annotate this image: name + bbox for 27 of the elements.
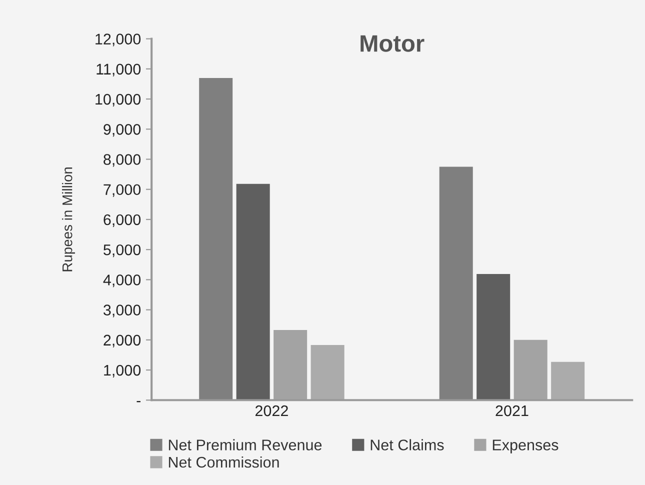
y-tick-label: - (136, 401, 140, 402)
y-tick-label: 4,000 (103, 274, 141, 288)
y-tick-label: 1,000 (104, 364, 141, 378)
y-tick-label: 8,000 (104, 154, 141, 167)
bar (476, 274, 510, 400)
y-axis-title: Rupees in Million (62, 167, 75, 272)
y-tick-label: 10,000 (96, 94, 141, 107)
y-tick-label: 9,000 (104, 124, 141, 137)
bar (310, 345, 344, 400)
y-tick-label: 2,000 (104, 334, 141, 348)
bar (551, 362, 585, 400)
x-tick-label: 2021 (496, 405, 528, 416)
legend-label: Net Claims (370, 439, 444, 450)
x-tick-label: 2022 (255, 405, 288, 416)
y-tick-label: 6,000 (104, 214, 141, 227)
y-tick-label: 3,000 (104, 304, 141, 318)
bar (439, 166, 473, 400)
y-tick-label: 11,000 (96, 64, 141, 76)
legend-label: Net Premium Revenue (168, 439, 322, 450)
chart-title: Motor (360, 35, 424, 52)
legend-label: Net Commission (168, 456, 279, 468)
y-tick-label: 7,000 (104, 184, 141, 197)
y-tick-label: 5,000 (104, 244, 141, 258)
bar (199, 78, 233, 400)
legend-label: Expenses (492, 440, 558, 454)
y-tick-label: 12,000 (96, 34, 141, 46)
bar (236, 184, 270, 400)
